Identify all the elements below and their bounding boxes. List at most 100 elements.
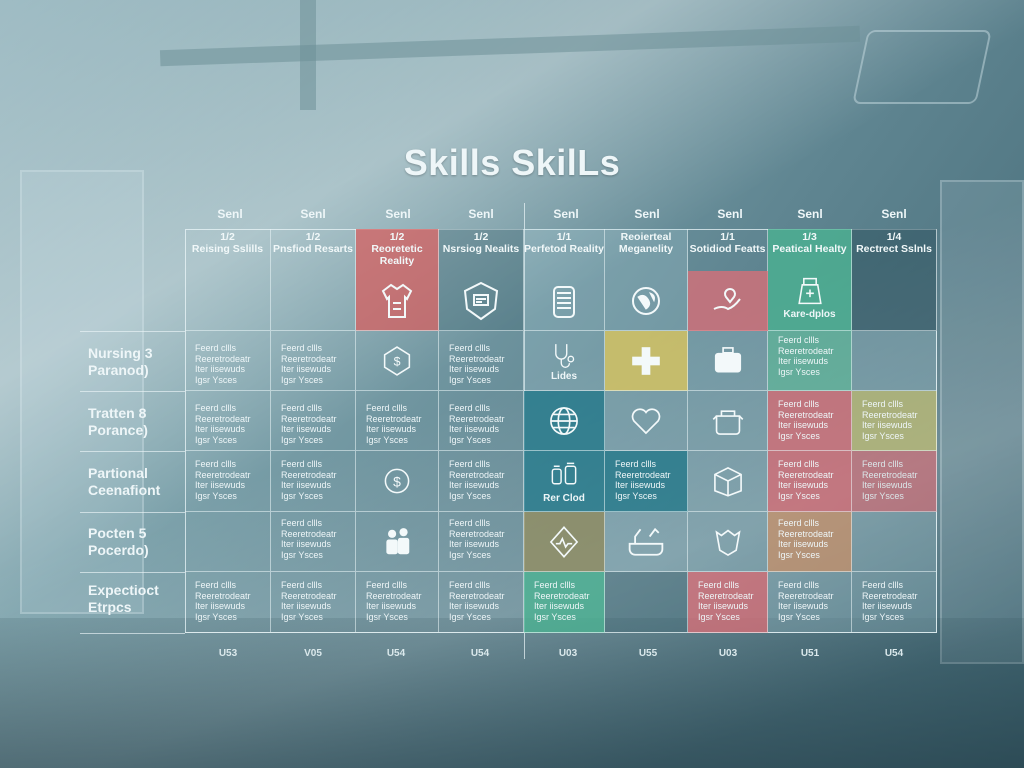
grid-cell: Feerd cllls Reeretrodeatr Iter iisewuds … [185, 331, 271, 391]
globe-icon [546, 403, 582, 439]
plus-icon [627, 342, 665, 380]
header-index: 1/4 [886, 231, 902, 243]
first-aid-box-icon [710, 403, 746, 439]
row-divider [80, 451, 185, 452]
grid-cell: Feerd cllls Reeretrodeatr Iter iisewuds … [356, 391, 439, 451]
grid-cell: Feerd cllls Reeretrodeatr Iter iisewuds … [768, 512, 852, 572]
row-divider [80, 512, 185, 513]
column-top-label: Senl [300, 207, 326, 221]
grid-cell: $ [356, 451, 439, 512]
column-top-label: Senl [468, 207, 494, 221]
grid-cell [524, 391, 605, 451]
row-label-pocten: Pocten 5 Pocerdo) [88, 525, 149, 558]
header-index: 1/1 [720, 231, 735, 243]
header-cell: 1/2 Reoretetic Reality [356, 229, 439, 331]
grid-cell: Feerd cllls Reeretrodeatr Iter iisewuds … [439, 391, 524, 451]
grid-cell [605, 391, 688, 451]
grid-cell: Lides [524, 331, 605, 391]
column-bottom-label: U53 [218, 648, 238, 659]
vital-signs-icon [546, 524, 582, 560]
grid-cell [605, 331, 688, 391]
floor [0, 618, 1024, 768]
dollar-coin-icon: $ [380, 464, 414, 498]
header-cell: 1/1 Perfetod Reality [524, 229, 605, 331]
column-top-label: Senl [717, 207, 743, 221]
grid-cell: Feerd cllls Reeretrodeatr Iter iisewuds … [185, 391, 271, 451]
column-top-label: Senl [385, 207, 411, 221]
column-bottom-label: V05 [304, 648, 322, 659]
column-top-label: Senl [797, 207, 823, 221]
header-name: Nsrsiog Nealits [442, 243, 520, 255]
row-label-tratten: Tratten 8 Porance) [88, 405, 148, 438]
ceiling-beam [300, 0, 316, 110]
grid-cell [185, 512, 271, 572]
header-index: 1/2 [389, 231, 405, 243]
column-bottom-label: U03 [718, 648, 738, 659]
heart-icon [627, 402, 665, 440]
icon-caption: Rer Clod [543, 493, 585, 504]
header-name: Reoretetic Reality [371, 243, 423, 267]
medical-kit-icon [710, 343, 746, 379]
column-bottom-label: U03 [558, 648, 578, 659]
grid-cell: Feerd cllls Reeretrodeatr Iter iisewuds … [768, 331, 852, 391]
grid-cell: Rer Clod [524, 451, 605, 512]
grid-cell: Feerd cllls Reeretrodeatr Iter iisewuds … [768, 572, 852, 633]
header-cell: 1/2 Nsrsiog Nealits [439, 229, 524, 331]
header-cell: Reoierteal Meganelity [605, 229, 688, 331]
grid-cell [688, 451, 768, 512]
header-name: Reoierteal Meganelity [618, 231, 674, 255]
column-top-label: Senl [881, 207, 907, 221]
grid-cell: Feerd cllls Reeretrodeatr Iter iisewuds … [768, 391, 852, 451]
header-index: 1/3 [802, 231, 817, 243]
header-name: Reising Sslills [191, 243, 264, 255]
grid-cell: Feerd cllls Reeretrodeatr Iter iisewuds … [524, 572, 605, 633]
grid-cell [605, 512, 688, 572]
header-name: Perfetod Reality [524, 243, 604, 255]
grid-cell: Feerd cllls Reeretrodeatr Iter iisewuds … [768, 451, 852, 512]
column-bottom-label: U54 [470, 648, 490, 659]
caring-hand-icon [706, 279, 750, 323]
grid-cell: Feerd cllls Reeretrodeatr Iter iisewuds … [688, 572, 768, 633]
column-top-label: Senl [217, 207, 243, 221]
grid-cell [356, 512, 439, 572]
grid-cell: Feerd cllls Reeretrodeatr Iter iisewuds … [852, 391, 937, 451]
grid-cell: $ [356, 331, 439, 391]
grid-cell: Feerd cllls Reeretrodeatr Iter iisewuds … [439, 451, 524, 512]
row-divider [80, 572, 185, 573]
header-cell: 1/2 Reising Sslills [185, 229, 271, 331]
page-title: Skills SkilLs [403, 142, 621, 183]
hands-icon [710, 524, 746, 560]
grid-cell [688, 331, 768, 391]
grid-cell: Feerd cllls Reeretrodeatr Iter iisewuds … [271, 572, 356, 633]
header-name: Peatical Healty [772, 243, 847, 255]
grid-cell [688, 512, 768, 572]
grid-cell: Feerd cllls Reeretrodeatr Iter iisewuds … [439, 572, 524, 633]
header-index: 1/1 [556, 231, 572, 243]
header-name: Pnsfiod Resarts [273, 243, 353, 255]
grid-cell [524, 512, 605, 572]
bathtub-icon [626, 522, 666, 562]
column-top-label: Senl [553, 207, 579, 221]
header-index: 1/2 [220, 231, 235, 243]
icon-caption: Lides [550, 371, 578, 382]
grid-cell: Feerd cllls Reeretrodeatr Iter iisewuds … [852, 451, 937, 512]
column-bottom-label: U55 [638, 648, 658, 659]
ceiling-beam [159, 25, 861, 67]
row-divider [80, 331, 185, 332]
ceiling-lamp [852, 30, 992, 104]
grid-cell: Feerd cllls Reeretrodeatr Iter iisewuds … [271, 512, 356, 572]
row-divider [80, 391, 185, 392]
grid-cell: Feerd cllls Reeretrodeatr Iter iisewuds … [439, 512, 524, 572]
clipboard-stack-icon [542, 279, 586, 323]
grid-cell: Feerd cllls Reeretrodeatr Iter iisewuds … [271, 451, 356, 512]
grid-cell [605, 572, 688, 633]
header-index: 1/2 [473, 231, 489, 243]
header-name: Sotidiod Featts [689, 243, 766, 255]
grid-cell: Feerd cllls Reeretrodeatr Iter iisewuds … [852, 572, 937, 633]
column-bottom-label: U51 [800, 648, 820, 659]
people-icon [379, 524, 415, 560]
row-label-partional: Partional Ceenafiont [88, 465, 161, 498]
header-name: Rectrect Sslnls [856, 243, 932, 255]
dollar-shield-icon: $ [380, 344, 414, 378]
header-icon-caption: Kare-dplos [783, 309, 836, 320]
